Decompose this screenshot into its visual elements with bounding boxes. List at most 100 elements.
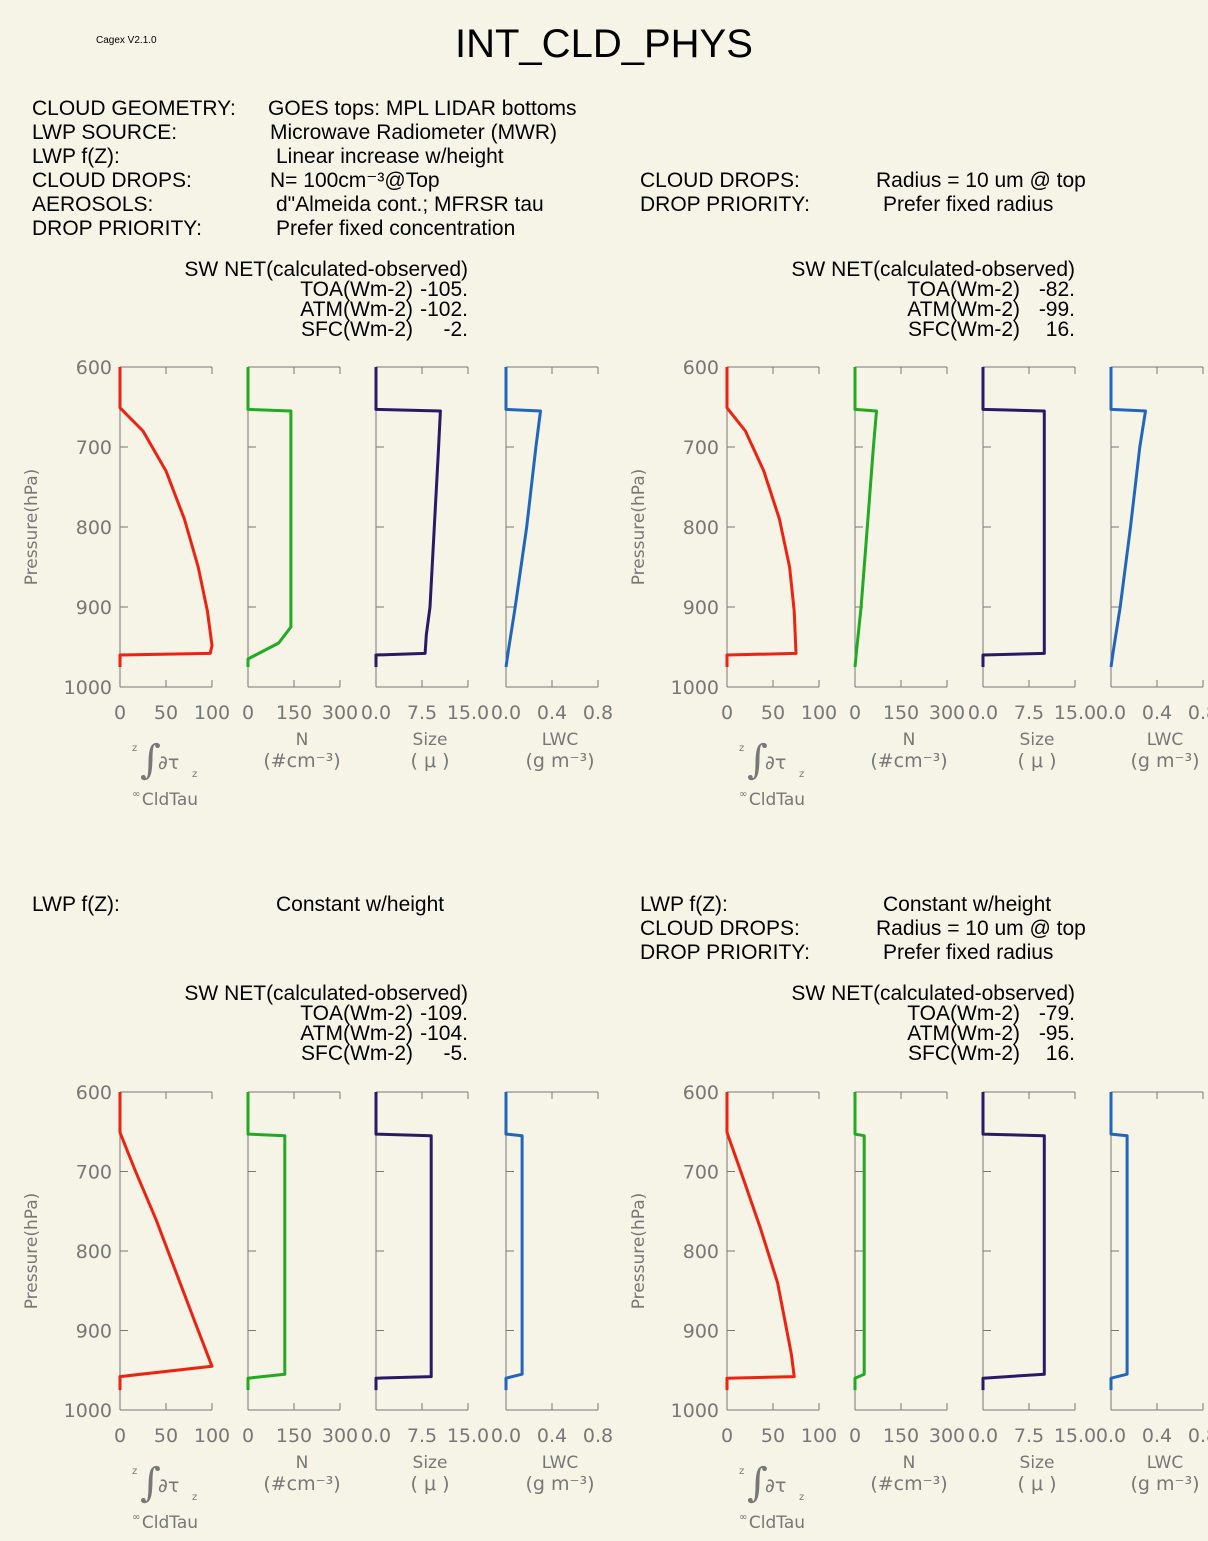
n-axis-label: N [296, 1453, 309, 1473]
sw-net-title: SW NET(calculated-observed) [184, 982, 468, 1005]
integrand: ∂τ [158, 752, 179, 774]
x-tick-label: 0 [849, 702, 861, 724]
integrand: ∂τ [765, 1475, 786, 1497]
integrand: ∂τ [765, 752, 786, 774]
header-key: CLOUD DROPS: [640, 917, 800, 940]
header-key: DROP PRIORITY: [32, 217, 202, 240]
lwc-unit-label: (g m⁻³) [525, 750, 594, 772]
header-value: Linear increase w/height [276, 145, 504, 168]
sw-net-value: 16. [1046, 1042, 1075, 1065]
sw-net-value: -95. [1039, 1022, 1075, 1045]
x-tick-label: 0 [242, 1425, 254, 1447]
x-tick-label: 0.8 [1188, 1425, 1208, 1447]
lwc-profile-line [504, 1092, 524, 1391]
lwc-axis-label: LWC [542, 730, 579, 750]
n-profile-line [853, 367, 878, 668]
x-tick-label: 50 [761, 1425, 785, 1447]
header-key: AEROSOLS: [32, 193, 154, 216]
n-unit-label: (#cm⁻³) [870, 750, 947, 772]
sw-net-label: ATM(Wm-2) [907, 1022, 1020, 1045]
lwc-profile-line [1109, 367, 1147, 668]
x-tick-label: 0 [721, 702, 733, 724]
cldtau-profile-line [725, 1092, 796, 1391]
lwc-profile-line [1109, 1092, 1129, 1391]
n-unit-label: (#cm⁻³) [263, 750, 340, 772]
y-tick-label: 900 [683, 597, 719, 619]
y-axis-label: Pressure(hPa) [22, 1193, 42, 1310]
header-key: CLOUD DROPS: [640, 169, 800, 192]
integral-lower-limit: ∞ [739, 1512, 747, 1523]
x-tick-label: 0.0 [968, 702, 998, 724]
sw-net-label: TOA(Wm-2) [907, 278, 1020, 301]
header-key: DROP PRIORITY: [640, 193, 810, 216]
sw-net-value: -104. [420, 1022, 468, 1045]
sw-net-label: ATM(Wm-2) [300, 298, 413, 321]
y-tick-label: 800 [76, 517, 112, 539]
integral-sign: ∫ [747, 1460, 768, 1506]
integral-upper-limit: z [132, 743, 137, 754]
sw-net-title: SW NET(calculated-observed) [791, 258, 1075, 281]
x-tick-label: 50 [154, 702, 178, 724]
header-value: N= 100cm⁻³@Top [270, 169, 440, 192]
x-tick-label: 150 [883, 702, 919, 724]
x-tick-label: 7.5 [407, 702, 437, 724]
header-value: Radius = 10 um @ top [876, 169, 1086, 192]
y-tick-label: 900 [683, 1321, 719, 1343]
cldtau-axis-label: CldTau [142, 1513, 198, 1533]
x-tick-label: 100 [194, 1425, 230, 1447]
size-unit-label: ( μ ) [411, 750, 450, 772]
sw-net-label: TOA(Wm-2) [300, 1002, 413, 1025]
y-tick-label: 800 [683, 517, 719, 539]
x-tick-label: 300 [929, 702, 965, 724]
y-tick-label: 700 [76, 437, 112, 459]
y-tick-label: 1000 [671, 677, 719, 699]
header-value: dʺAlmeida cont.; MFRSR tau [276, 193, 544, 216]
sw-net-value: -102. [420, 298, 468, 321]
header-key: CLOUD GEOMETRY: [32, 97, 236, 120]
lwc-unit-label: (g m⁻³) [1130, 750, 1199, 772]
y-axis-label: Pressure(hPa) [629, 469, 649, 586]
x-tick-label: 0.8 [1188, 702, 1208, 724]
x-tick-label: 0.0 [361, 1425, 391, 1447]
x-tick-label: 150 [883, 1425, 919, 1447]
size-axis-label: Size [1020, 1453, 1055, 1473]
cldtau-axis-label: CldTau [749, 1513, 805, 1533]
y-tick-label: 800 [683, 1241, 719, 1263]
sw-net-value: -79. [1039, 1002, 1075, 1025]
sw-net-title: SW NET(calculated-observed) [184, 258, 468, 281]
x-tick-label: 100 [801, 702, 837, 724]
x-tick-label: 50 [154, 1425, 178, 1447]
header-key: LWP f(Z): [32, 145, 120, 168]
y-tick-label: 1000 [64, 677, 112, 699]
sw-net-title: SW NET(calculated-observed) [791, 982, 1075, 1005]
sw-net-value: -99. [1039, 298, 1075, 321]
y-tick-label: 600 [76, 357, 112, 379]
sw-net-label: SFC(Wm-2) [301, 1042, 413, 1065]
lwc-axis-label: LWC [542, 1453, 579, 1473]
x-tick-label: 300 [322, 1425, 358, 1447]
x-tick-label: 15.0 [1054, 702, 1096, 724]
header-key: LWP f(Z): [32, 893, 120, 916]
sw-net-value: -82. [1039, 278, 1075, 301]
size-profile-line [374, 367, 442, 667]
integral-upper-limit: z [132, 1466, 137, 1477]
x-tick-label: 0 [114, 702, 126, 724]
size-unit-label: ( μ ) [411, 1473, 450, 1495]
cldtau-axis-label: CldTau [142, 790, 198, 810]
n-unit-label: (#cm⁻³) [263, 1473, 340, 1495]
x-tick-label: 150 [276, 702, 312, 724]
header-key: DROP PRIORITY: [640, 941, 810, 964]
x-tick-label: 100 [194, 702, 230, 724]
integrand: ∂τ [158, 1475, 179, 1497]
integral-upper-limit: z [739, 743, 744, 754]
integrand-subscript: z [192, 1492, 197, 1503]
x-tick-label: 0.0 [1096, 1425, 1126, 1447]
lwc-profile-line [504, 367, 542, 668]
integral-lower-limit: ∞ [132, 789, 140, 800]
y-tick-label: 600 [76, 1082, 112, 1104]
sw-net-label: SFC(Wm-2) [301, 318, 413, 341]
header-value: Constant w/height [883, 893, 1052, 916]
x-tick-label: 0.0 [491, 1425, 521, 1447]
